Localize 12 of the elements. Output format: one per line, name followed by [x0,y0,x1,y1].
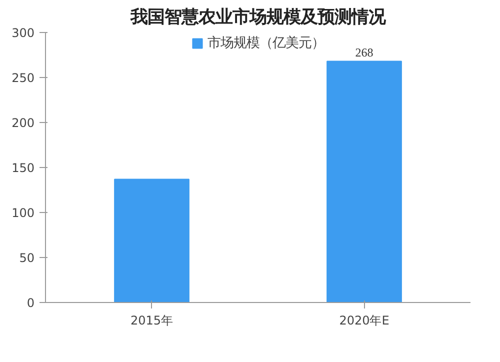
y-tick-label: 250 [12,71,34,85]
y-tick-label: 300 [12,26,34,40]
legend-label: 市场规模（亿美元） [208,34,324,52]
chart-title: 我国智慧农业市场规模及预测情况 [130,8,386,28]
y-tick-label: 150 [12,161,34,175]
y-tick-label: 0 [26,296,35,310]
y-tick-label: 100 [12,206,34,220]
y-tick-label: 50 [19,251,35,265]
x-tick-label: 2015年 [130,314,174,328]
x-tick-label: 2020年E [339,314,390,328]
y-tick-label: 200 [12,116,34,130]
data-label: 268 [355,45,374,60]
